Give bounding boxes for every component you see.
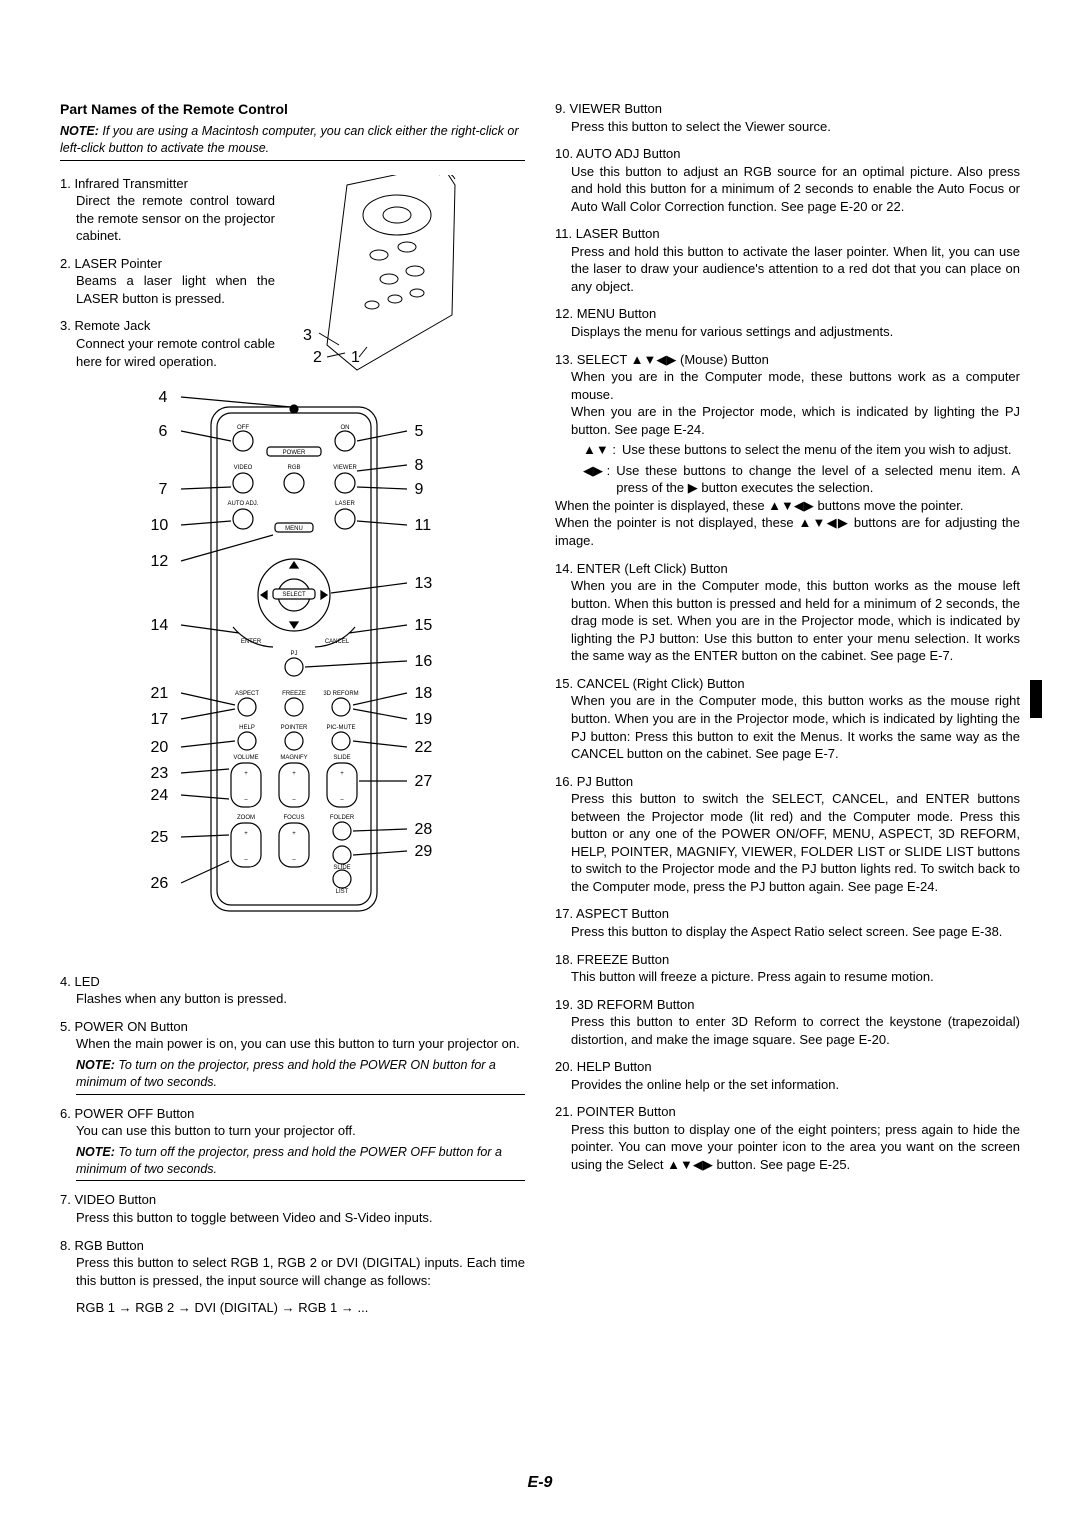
svg-text:CANCEL: CANCEL [324,639,349,645]
list-item: 3. Remote Jack Connect your remote contr… [60,317,275,370]
items-1-3: 1. Infrared Transmitter Direct the remot… [60,175,275,385]
list-item: 8. RGB Button Press this button to selec… [60,1237,525,1290]
top-items-and-diagram: 1. Infrared Transmitter Direct the remot… [60,175,525,385]
svg-text:ENTER: ENTER [240,639,261,645]
svg-text:SELECT: SELECT [282,592,306,598]
right-column: 9. VIEWER Button Press this button to se… [555,100,1020,1317]
svg-text:+: + [244,771,248,777]
list-item: 17. ASPECT Button Press this button to d… [555,905,1020,940]
svg-text:VOLUME: VOLUME [233,755,258,761]
left-column: Part Names of the Remote Control NOTE: I… [60,100,525,1317]
list-item: 12. MENU Button Displays the menu for va… [555,305,1020,340]
svg-text:FOLDER: FOLDER [329,815,354,821]
list-item: 1. Infrared Transmitter Direct the remot… [60,175,275,245]
svg-text:3D REFORM: 3D REFORM [323,691,358,697]
svg-text:ON: ON [340,425,349,431]
svg-text:POWER: POWER [282,450,305,456]
top-note: NOTE: If you are using a Macintosh compu… [60,123,525,161]
svg-text:–: – [340,797,344,803]
svg-text:FOCUS: FOCUS [283,815,304,821]
list-item: 5. POWER ON Button When the main power i… [60,1018,525,1095]
svg-text:–: – [244,857,248,863]
svg-text:RGB: RGB [287,465,300,471]
svg-text:ASPECT: ASPECT [234,691,258,697]
list-item: 6. POWER OFF Button You can use this but… [60,1105,525,1182]
svg-text:MENU: MENU [285,526,303,532]
callout-3: 3 [303,325,312,347]
list-item: 4. LED Flashes when any button is presse… [60,973,525,1008]
svg-text:–: – [244,797,248,803]
svg-text:+: + [292,831,296,837]
svg-text:OFF: OFF [237,425,249,431]
svg-text:+: + [340,771,344,777]
svg-text:ZOOM: ZOOM [237,815,255,821]
remote-diagram-perspective: 3 2 1 [287,175,457,385]
svg-text:LASER: LASER [335,501,355,507]
svg-text:PIC-MUTE: PIC-MUTE [326,725,355,731]
list-item: 16. PJ Button Press this button to switc… [555,773,1020,896]
list-item-13: 13. SELECT ▲▼◀▶ (Mouse) Button When you … [555,351,1020,550]
svg-text:+: + [292,771,296,777]
list-item: 11. LASER Button Press and hold this but… [555,225,1020,295]
list-item: 19. 3D REFORM Button Press this button t… [555,996,1020,1049]
list-item: 21. POINTER Button Press this button to … [555,1103,1020,1173]
svg-text:FREEZE: FREEZE [282,691,306,697]
section-tab [1030,680,1042,718]
list-item: 14. ENTER (Left Click) Button When you a… [555,560,1020,665]
svg-text:–: – [292,797,296,803]
rgb-chain: RGB 1 → RGB 2 → DVI (DIGITAL) → RGB 1 → … [60,1299,525,1317]
list-item: 18. FREEZE Button This button will freez… [555,951,1020,986]
list-item: 9. VIEWER Button Press this button to se… [555,100,1020,135]
svg-text:VIEWER: VIEWER [333,465,357,471]
page-number: E-9 [0,1472,1080,1494]
list-item: 15. CANCEL (Right Click) Button When you… [555,675,1020,763]
svg-text:LIST: LIST [335,889,348,895]
remote-diagram-front: OFF ON POWER VIDEO RGB VIEWER AUTO ADJ. … [123,395,463,955]
list-item: 20. HELP Button Provides the online help… [555,1058,1020,1093]
svg-text:VIDEO: VIDEO [233,465,252,471]
svg-text:PJ: PJ [290,651,297,657]
svg-text:SLIDE: SLIDE [333,755,350,761]
svg-text:SLIDE: SLIDE [333,865,350,871]
svg-text:AUTO ADJ.: AUTO ADJ. [227,501,258,507]
callout-1: 1 [351,347,360,369]
svg-text:HELP: HELP [239,725,255,731]
list-item: 10. AUTO ADJ Button Use this button to a… [555,145,1020,215]
note-label: NOTE: [60,124,102,138]
callout-2: 2 [313,347,322,369]
svg-text:POINTER: POINTER [280,725,307,731]
svg-text:–: – [292,857,296,863]
section-title: Part Names of the Remote Control [60,100,525,119]
svg-text:MAGNIFY: MAGNIFY [280,755,307,761]
list-item: 7. VIDEO Button Press this button to tog… [60,1191,525,1226]
list-item: 2. LASER Pointer Beams a laser light whe… [60,255,275,308]
svg-text:+: + [244,831,248,837]
